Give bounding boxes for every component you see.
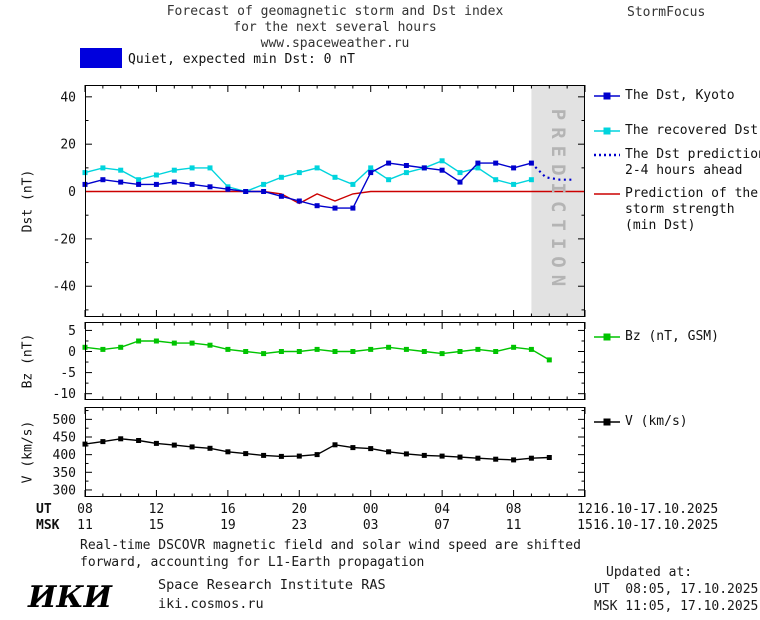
legend-label-v: V (km/s) <box>625 414 688 429</box>
dst-kyoto-marker-icon <box>594 92 620 100</box>
legend-label-storm-line1: Prediction of the <box>625 186 759 201</box>
svg-text:450: 450 <box>53 431 76 446</box>
svg-text:UT: UT <box>36 502 52 517</box>
svg-text:04: 04 <box>434 502 450 517</box>
svg-text:12: 12 <box>149 502 165 517</box>
svg-text:11: 11 <box>506 518 522 533</box>
svg-text:0: 0 <box>68 185 76 200</box>
institute-name: Space Research Institute RAS <box>158 577 386 593</box>
storm-strength-marker-icon <box>594 193 620 195</box>
updated-msk: MSK 11:05, 17.10.2025 <box>594 599 759 614</box>
svg-text:5: 5 <box>68 324 76 339</box>
dst-chart: 40 20 0 -20 -40 <box>53 85 586 317</box>
svg-text:350: 350 <box>53 466 76 481</box>
svg-text:08: 08 <box>77 502 93 517</box>
svg-text:-20: -20 <box>53 232 76 247</box>
svg-text:300: 300 <box>53 483 76 497</box>
dst-prediction-marker-icon <box>594 153 620 157</box>
legend-item-v: V (km/s) <box>593 414 688 430</box>
title-block: Forecast of geomagnetic storm and Dst in… <box>85 4 585 52</box>
legend-item-recovered-dst: The recovered Dst <box>593 123 758 139</box>
svg-text:16: 16 <box>220 502 236 517</box>
status-swatch <box>80 48 122 68</box>
v-chart: 500 450 400 350 300 <box>53 407 586 497</box>
svg-text:07: 07 <box>434 518 450 533</box>
legend-item-bz: Bz (nT, GSM) <box>593 329 719 345</box>
prediction-band-label: PREDICTION <box>547 108 569 294</box>
brand-stormfocus: StormFocus <box>627 5 706 20</box>
svg-text:-5: -5 <box>60 366 76 381</box>
svg-text:16.10-17.10.2025: 16.10-17.10.2025 <box>593 518 718 533</box>
legend-item-dst-prediction: The Dst prediction 2-4 hours ahead <box>593 147 760 179</box>
footnote-line1: Real-time DSCOVR magnetic field and sola… <box>80 538 581 553</box>
bz-marker-icon <box>594 333 620 341</box>
svg-text:40: 40 <box>60 90 76 105</box>
institute-site: iki.cosmos.ru <box>158 596 264 612</box>
bz-chart: 5 0 -5 -10 <box>53 322 586 400</box>
svg-text:-10: -10 <box>53 387 76 400</box>
updated-ut: UT 08:05, 17.10.2025 <box>594 582 759 597</box>
svg-text:-40: -40 <box>53 280 76 295</box>
svg-text:MSK: MSK <box>36 518 60 533</box>
svg-text:23: 23 <box>291 518 307 533</box>
legend-item-storm-strength: Prediction of the storm strength (min Ds… <box>593 186 758 234</box>
svg-text:12: 12 <box>577 502 593 517</box>
svg-text:00: 00 <box>363 502 379 517</box>
svg-text:15: 15 <box>577 518 593 533</box>
legend-label-recovered-dst: The recovered Dst <box>625 123 759 138</box>
legend-item-dst-kyoto: The Dst, Kyoto <box>593 88 735 104</box>
updated-at-label: Updated at: <box>606 565 693 580</box>
svg-text:400: 400 <box>53 448 76 463</box>
svg-text:15: 15 <box>149 518 165 533</box>
footnote-line2: forward, accounting for L1-Earth propaga… <box>80 555 425 570</box>
svg-text:20: 20 <box>60 138 76 153</box>
legend-label-storm-line2: storm strength <box>625 202 735 217</box>
svg-text:11: 11 <box>77 518 93 533</box>
recovered-dst-marker-icon <box>594 127 620 135</box>
svg-text:20: 20 <box>291 502 307 517</box>
svg-text:19: 19 <box>220 518 236 533</box>
svg-text:03: 03 <box>363 518 379 533</box>
legend-label-bz: Bz (nT, GSM) <box>625 329 719 344</box>
site-url: www.spaceweather.ru <box>260 36 410 51</box>
page-subtitle: for the next several hours <box>233 20 437 35</box>
legend-label-dst-kyoto: The Dst, Kyoto <box>625 88 735 103</box>
svg-text:08: 08 <box>506 502 522 517</box>
svg-text:16.10-17.10.2025: 16.10-17.10.2025 <box>593 502 718 517</box>
status-text: Quiet, expected min Dst: 0 nT <box>128 52 355 67</box>
page-title: Forecast of geomagnetic storm and Dst in… <box>166 4 504 19</box>
svg-text:500: 500 <box>53 413 76 428</box>
legend-label-storm-line3: (min Dst) <box>625 218 696 233</box>
v-marker-icon <box>594 418 620 426</box>
legend-label-dst-prediction-line1: The Dst prediction <box>625 147 760 162</box>
svg-text:0: 0 <box>68 345 76 360</box>
legend-label-dst-prediction-line2: 2-4 hours ahead <box>625 163 743 178</box>
iki-logo: ИКИ <box>28 580 112 615</box>
